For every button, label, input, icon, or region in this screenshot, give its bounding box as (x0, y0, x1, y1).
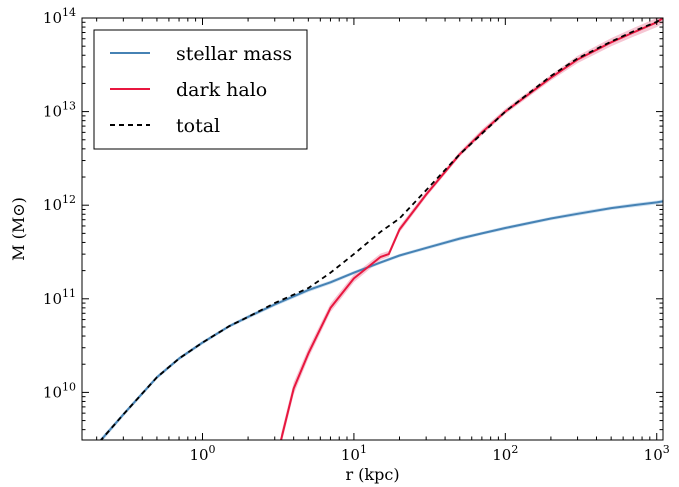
x-tick-label: 103 (644, 443, 670, 464)
x-tick-label: 102 (492, 443, 518, 464)
legend: stellar mass dark halo total (93, 29, 308, 150)
y-tick-label: 1013 (43, 100, 76, 121)
y-tick-label: 1011 (43, 287, 76, 308)
legend-label: dark halo (176, 79, 267, 101)
total-line (99, 18, 663, 440)
x-tick-label: 101 (341, 443, 367, 464)
y-tick-labels: 1010 1011 1012 1013 1014 (43, 6, 76, 401)
y-axis-label: M (M⊙) (9, 197, 28, 261)
stellar-mass-line (99, 200, 663, 440)
x-axis-label: r (kpc) (345, 465, 399, 484)
legend-label: total (176, 115, 220, 137)
dark-halo-line (280, 18, 663, 440)
y-tick-label: 1012 (43, 193, 76, 214)
axis-ticks (82, 17, 663, 440)
stellar-mass-band (99, 199, 663, 440)
x-tick-labels: 100 101 102 103 (189, 443, 669, 464)
y-tick-label: 1010 (43, 380, 76, 401)
series-lines (99, 18, 663, 440)
y-tick-label: 1014 (43, 6, 76, 27)
dark-halo-band (281, 18, 663, 440)
legend-label: stellar mass (176, 43, 292, 65)
plot-frame (81, 17, 664, 441)
x-tick-label: 100 (189, 443, 215, 464)
